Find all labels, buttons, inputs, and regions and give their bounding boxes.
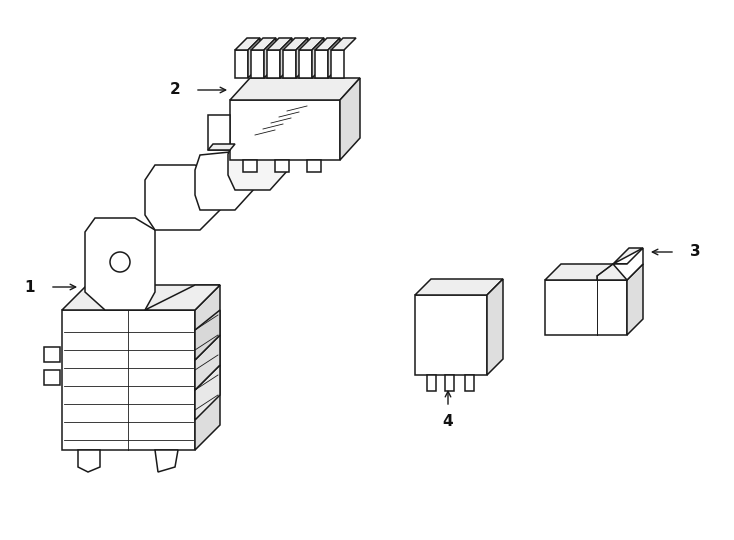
Polygon shape bbox=[195, 365, 220, 420]
Text: 3: 3 bbox=[690, 245, 700, 260]
Polygon shape bbox=[195, 310, 220, 360]
Polygon shape bbox=[415, 295, 487, 375]
Polygon shape bbox=[545, 280, 627, 335]
Polygon shape bbox=[230, 78, 360, 100]
Polygon shape bbox=[235, 38, 260, 50]
Polygon shape bbox=[208, 144, 235, 150]
Polygon shape bbox=[315, 38, 340, 50]
Polygon shape bbox=[230, 100, 340, 160]
Polygon shape bbox=[155, 450, 178, 472]
Polygon shape bbox=[267, 50, 280, 78]
Polygon shape bbox=[331, 38, 356, 50]
Polygon shape bbox=[248, 38, 260, 78]
Polygon shape bbox=[283, 50, 296, 78]
Polygon shape bbox=[613, 248, 643, 264]
Polygon shape bbox=[44, 347, 60, 362]
Polygon shape bbox=[62, 285, 220, 310]
Polygon shape bbox=[299, 50, 312, 78]
Polygon shape bbox=[545, 264, 643, 280]
Polygon shape bbox=[264, 38, 276, 78]
Polygon shape bbox=[415, 279, 503, 295]
Polygon shape bbox=[85, 218, 155, 310]
Polygon shape bbox=[145, 285, 220, 310]
Polygon shape bbox=[445, 375, 454, 391]
Polygon shape bbox=[427, 375, 436, 391]
Polygon shape bbox=[487, 279, 503, 375]
Polygon shape bbox=[315, 50, 328, 78]
Polygon shape bbox=[195, 285, 220, 450]
Polygon shape bbox=[208, 115, 230, 150]
Polygon shape bbox=[267, 38, 292, 50]
Polygon shape bbox=[340, 78, 360, 160]
Polygon shape bbox=[597, 264, 627, 280]
Polygon shape bbox=[195, 152, 255, 210]
Polygon shape bbox=[44, 370, 60, 385]
Polygon shape bbox=[228, 134, 288, 190]
Polygon shape bbox=[627, 264, 643, 335]
Polygon shape bbox=[251, 38, 276, 50]
Polygon shape bbox=[613, 248, 643, 280]
Polygon shape bbox=[312, 38, 324, 78]
Polygon shape bbox=[275, 160, 289, 172]
Polygon shape bbox=[299, 38, 324, 50]
Polygon shape bbox=[307, 160, 321, 172]
Polygon shape bbox=[283, 38, 308, 50]
Polygon shape bbox=[243, 160, 257, 172]
Polygon shape bbox=[250, 95, 315, 155]
Polygon shape bbox=[195, 335, 220, 390]
Polygon shape bbox=[280, 38, 292, 78]
Polygon shape bbox=[235, 50, 248, 78]
Polygon shape bbox=[328, 38, 340, 78]
Polygon shape bbox=[331, 50, 344, 78]
Text: 4: 4 bbox=[443, 415, 454, 429]
Polygon shape bbox=[296, 38, 308, 78]
Polygon shape bbox=[78, 450, 100, 472]
Polygon shape bbox=[465, 375, 474, 391]
Polygon shape bbox=[62, 310, 195, 450]
Text: 2: 2 bbox=[170, 83, 181, 98]
Polygon shape bbox=[145, 165, 220, 230]
Polygon shape bbox=[251, 50, 264, 78]
Text: 1: 1 bbox=[25, 280, 35, 294]
